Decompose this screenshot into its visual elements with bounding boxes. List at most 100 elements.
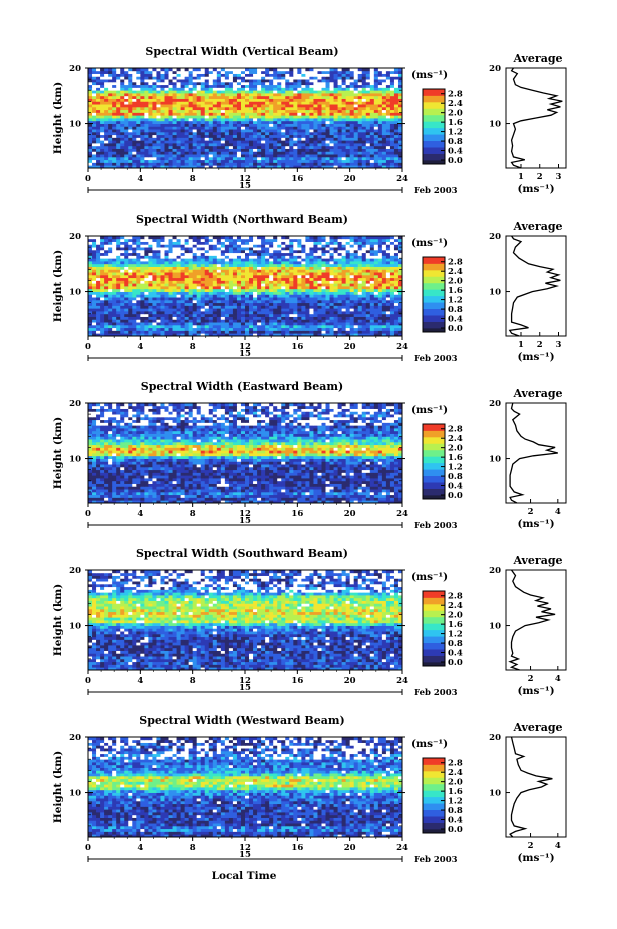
heatmap-cell [341,79,347,83]
heatmap-cell [128,123,133,127]
heatmap-cell [293,106,298,111]
heatmap-cell [184,261,190,265]
heatmap-cell [325,104,330,108]
heatmap-cell [148,274,153,279]
heatmap-cell [309,143,314,147]
heatmap-cell [317,156,322,161]
heatmap-cell [204,333,210,337]
heatmap-cell [353,305,359,309]
heatmap-cell [200,115,206,119]
heatmap-cell [88,156,93,161]
heatmap-cell [148,118,153,122]
heatmap-cell [345,266,351,270]
heatmap-cell [337,299,343,304]
heatmap-cell [188,297,194,301]
heatmap-cell [381,126,387,130]
heatmap-cell [120,115,125,119]
heatmap-cell [240,123,246,127]
heatmap-cell [196,118,202,122]
heatmap-cell [261,288,266,292]
heatmap-cell [104,283,109,287]
heatmap-cell [228,126,234,130]
heatmap-cell [100,319,105,323]
heatmap-cell [369,263,375,267]
heatmap-cell [192,90,198,94]
heatmap-cell [176,327,181,331]
heatmap-cell [313,104,318,108]
heatmap-cell [301,280,306,284]
heatmap-cell [245,151,250,155]
heatmap-cell [365,115,371,119]
heatmap-cell [265,269,270,273]
heatmap-cell [341,148,347,152]
heatmap-cell [220,330,226,334]
heatmap-cell [220,131,226,136]
heatmap-cell [124,274,129,279]
heatmap-cell [265,319,270,323]
heatmap-cell [196,90,202,94]
heatmap-cell [144,109,149,113]
heatmap-cell [228,261,234,265]
heatmap-cell [188,165,194,169]
heatmap-cell [116,118,121,122]
heatmap-cell [273,84,278,88]
heatmap-cell [208,79,214,83]
heatmap-cell [172,123,177,127]
heatmap-cell [397,311,403,315]
heatmap-cell [337,288,343,292]
heatmap-cell [321,322,326,326]
heatmap-cell [156,143,161,147]
heatmap-cell [361,68,367,72]
heatmap-cell [349,327,355,331]
heatmap-cell [140,129,145,133]
heatmap-cell [188,308,194,312]
heatmap-cell [341,319,347,323]
heatmap-cell [333,272,338,276]
heatmap-cell [96,137,101,141]
heatmap-cell [240,330,246,334]
heatmap-cell [353,322,359,326]
heatmap-cell [132,286,137,290]
heatmap-cell [184,87,190,91]
heatmap-cell [240,151,246,155]
heatmap-cell [196,104,202,108]
heatmap-cell [240,148,246,152]
heatmap-cell [212,118,218,122]
heatmap-cell [305,145,310,149]
heatmap-cell [88,148,93,152]
heatmap-cell [124,112,129,116]
heatmap-cell [277,98,282,102]
heatmap-cell [349,311,355,315]
heatmap-cell [345,118,351,122]
heatmap-cell [104,294,109,298]
heatmap-cell [385,109,391,113]
heatmap-cell [393,266,399,270]
heatmap-cell [305,291,310,295]
heatmap-cell [317,162,322,166]
heatmap-cell [236,319,242,323]
heatmap-cell [289,297,294,301]
heatmap-cell [353,291,359,295]
heatmap-cell [293,269,298,273]
heatmap-cell [265,98,270,102]
heatmap-cell [224,118,230,122]
heatmap-cell [184,95,190,99]
heatmap-cell [397,269,403,273]
heatmap-cell [245,272,250,276]
heatmap-cell [345,81,351,86]
heatmap-cell [172,112,177,116]
heatmap-cell [124,118,129,122]
heatmap-cell [373,143,379,147]
heatmap-cell [156,261,161,265]
heatmap-cell [253,286,258,290]
heatmap-cell [325,266,330,270]
heatmap-cell [240,269,246,273]
heatmap-cell [220,274,226,279]
heatmap-cell [204,87,210,91]
heatmap-cell [341,73,347,77]
heatmap-cell [257,162,262,166]
heatmap-cell [180,333,186,337]
heatmap-cell [273,90,278,94]
heatmap-cell [269,134,274,138]
heatmap-cell [281,126,286,130]
